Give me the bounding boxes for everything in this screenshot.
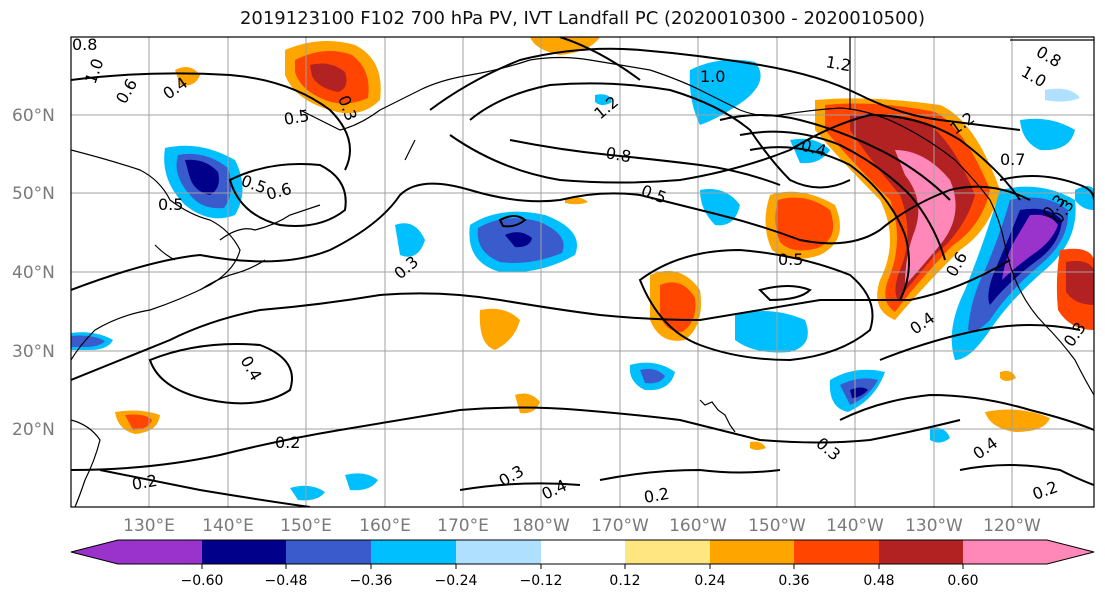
lon-label: 130°E bbox=[123, 516, 175, 536]
pv-contours bbox=[71, 37, 1094, 507]
colorbar-tick-label: −0.36 bbox=[350, 573, 393, 589]
colorbar-tick-label: −0.60 bbox=[181, 573, 224, 589]
lon-label: 160°W bbox=[669, 516, 727, 536]
colorbar-outline bbox=[70, 539, 1095, 565]
lon-label: 150°E bbox=[280, 516, 332, 536]
contour-label: 1.2 bbox=[824, 52, 852, 75]
lon-label: 140°W bbox=[826, 516, 884, 536]
colorbar-tick-label: 0.48 bbox=[863, 573, 894, 589]
contour-label: 0.5 bbox=[282, 106, 310, 129]
colorbar-segment bbox=[963, 540, 1047, 564]
map-frame bbox=[70, 36, 1095, 508]
colorbar-segment bbox=[456, 540, 541, 564]
lon-label: 180°W bbox=[512, 516, 570, 536]
lon-label: 160°E bbox=[359, 516, 411, 536]
lon-label: 130°W bbox=[905, 516, 963, 536]
contour-label: 0.5 bbox=[778, 250, 803, 269]
colorbar-tick-label: 0.60 bbox=[947, 573, 978, 589]
colorbar-segment bbox=[879, 540, 963, 564]
colorbar-tick-label: −0.48 bbox=[265, 573, 308, 589]
colorbar: −0.60 −0.48 −0.36 −0.24 −0.12 0.12 0.24 … bbox=[70, 539, 1095, 589]
contour-label: 0.8 bbox=[604, 143, 632, 166]
lon-label: 150°W bbox=[748, 516, 806, 536]
lat-label: 20°N bbox=[12, 420, 55, 440]
colorbar-tick-label: 0.12 bbox=[609, 573, 640, 589]
longitude-labels: 130°E 140°E 150°E 160°E 170°E 180°W 170°… bbox=[123, 516, 1041, 536]
colorbar-min-arrow bbox=[71, 540, 118, 564]
colorbar-tick-label: 0.36 bbox=[778, 573, 809, 589]
colorbar-segment bbox=[202, 540, 286, 564]
colorbar-segment bbox=[794, 540, 879, 564]
colorbar-segment bbox=[371, 540, 456, 564]
lat-label: 30°N bbox=[12, 342, 55, 362]
gridlines bbox=[71, 37, 1094, 507]
contour-label: 0.2 bbox=[275, 433, 300, 452]
colorbar-tick-label: 0.24 bbox=[694, 573, 725, 589]
lat-label: 60°N bbox=[12, 106, 55, 126]
lon-label: 170°W bbox=[591, 516, 649, 536]
contour-label: 0.2 bbox=[130, 471, 158, 494]
contour-label: 0.5 bbox=[158, 195, 183, 214]
colorbar-tick-label: −0.12 bbox=[520, 573, 563, 589]
colorbar-segment bbox=[625, 540, 710, 564]
lon-label: 120°W bbox=[983, 516, 1041, 536]
colorbar-max-arrow bbox=[1047, 540, 1094, 564]
colorbar-segment bbox=[118, 540, 202, 564]
lat-label: 40°N bbox=[12, 263, 55, 283]
lon-label: 170°E bbox=[437, 516, 489, 536]
coastlines bbox=[71, 37, 1094, 507]
latitude-labels: 60°N 50°N 40°N 30°N 20°N bbox=[12, 106, 55, 440]
map-title: 2019123100 F102 700 hPa PV, IVT Landfall… bbox=[239, 8, 926, 29]
colorbar-tick-label: −0.24 bbox=[435, 573, 478, 589]
colorbar-segment bbox=[541, 540, 625, 564]
colorbar-segment bbox=[286, 540, 371, 564]
contour-label: 1.0 bbox=[700, 67, 725, 86]
lat-label: 50°N bbox=[12, 184, 55, 204]
contour-label: 0.2 bbox=[642, 484, 670, 507]
colorbar-segment bbox=[710, 540, 794, 564]
contour-label: 0.7 bbox=[1000, 150, 1025, 169]
contour-label: 0.8 bbox=[72, 35, 97, 54]
lon-label: 140°E bbox=[202, 516, 254, 536]
